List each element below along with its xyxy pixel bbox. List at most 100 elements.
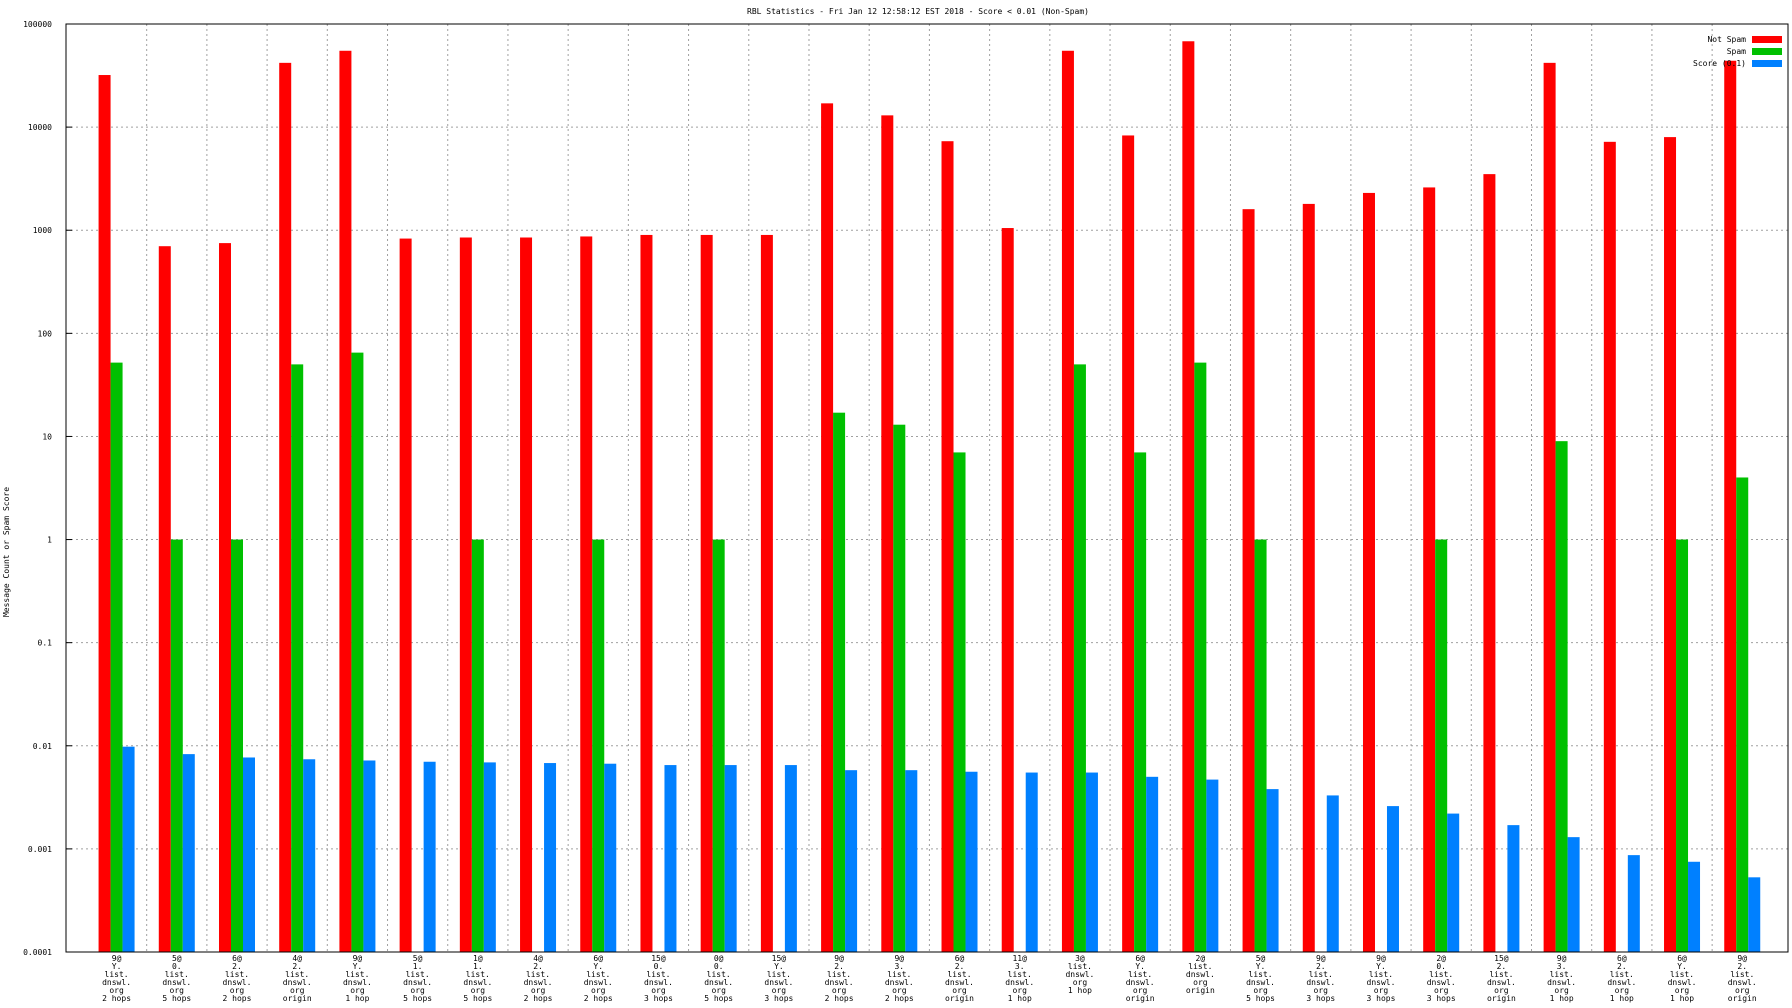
- x-tick-label: 5 hops: [403, 994, 432, 1003]
- x-tick-label: dnswl.: [945, 978, 974, 987]
- x-tick-label: dnswl.: [283, 978, 312, 987]
- x-tick-label: list.: [466, 970, 490, 979]
- x-tick-label: 6@: [1677, 954, 1687, 963]
- x-tick-label: dnswl.: [704, 978, 733, 987]
- bar-not-spam: [98, 75, 111, 952]
- x-tick-label: 2.: [1316, 962, 1326, 971]
- bar-score-0-1: [1627, 855, 1640, 952]
- plot-frame: [65, 23, 1789, 953]
- x-tick-label: org: [892, 986, 907, 995]
- x-tick-label: 4@: [292, 954, 302, 963]
- x-tick-label: list.: [1128, 970, 1152, 979]
- x-tick-label: dnswl.: [1367, 978, 1396, 987]
- y-tick-label: 0.001: [28, 845, 52, 854]
- bar-spam: [1073, 364, 1086, 952]
- legend-label: Spam: [1727, 47, 1746, 56]
- x-tick-label: 0@: [714, 954, 724, 963]
- bar-score-0-1: [965, 771, 978, 952]
- bar-not-spam: [1543, 62, 1556, 953]
- bar-spam: [1736, 477, 1749, 952]
- bar-spam: [471, 539, 484, 952]
- bar-score-0-1: [1326, 795, 1339, 952]
- x-tick-label: org: [1253, 986, 1268, 995]
- x-tick-label: Y.: [353, 962, 363, 971]
- x-tick-label: org: [1615, 986, 1630, 995]
- bar-not-spam: [1362, 192, 1375, 952]
- x-tick-label: list.: [827, 970, 851, 979]
- bar-not-spam: [1061, 50, 1074, 953]
- x-tick-label: dnswl.: [1246, 978, 1275, 987]
- x-tick-label: 5@: [172, 954, 182, 963]
- legend-label: Score (0.1): [1693, 59, 1746, 68]
- x-tick-label: 6@: [955, 954, 965, 963]
- chart-title: RBL Statistics - Fri Jan 12 12:58:12 EST…: [747, 7, 1089, 16]
- x-tick-label: dnswl.: [764, 978, 793, 987]
- bar-spam: [291, 364, 304, 952]
- x-tick-label: org: [1193, 978, 1208, 987]
- x-tick-label: dnswl.: [1728, 978, 1757, 987]
- bar-spam: [230, 539, 243, 952]
- x-tick-label: org: [1675, 986, 1690, 995]
- x-tick-label: dnswl.: [343, 978, 372, 987]
- bar-not-spam: [941, 141, 954, 952]
- bar-spam: [953, 452, 966, 952]
- x-tick-label: dnswl.: [1607, 978, 1636, 987]
- bar-score-0-1: [483, 762, 496, 952]
- x-tick-label: dnswl.: [162, 978, 191, 987]
- x-tick-label: dnswl.: [825, 978, 854, 987]
- x-tick-label: dnswl.: [102, 978, 131, 987]
- bar-score-0-1: [1748, 877, 1761, 952]
- y-axis-label: Message Count or Spam Score: [2, 487, 11, 617]
- legend-swatch: [1752, 48, 1782, 55]
- x-tick-label: list.: [285, 970, 309, 979]
- x-tick-label: list.: [1249, 970, 1273, 979]
- x-tick-label: 2.: [1617, 962, 1627, 971]
- legend: Not Spam Spam Score (0.1): [1693, 35, 1782, 68]
- x-tick-label: dnswl.: [1427, 978, 1456, 987]
- x-tick-label: org: [230, 986, 245, 995]
- x-tick-label: Y.: [774, 962, 784, 971]
- bar-not-spam: [158, 246, 171, 952]
- x-tick-label: 6@: [232, 954, 242, 963]
- x-tick-label: 1@: [473, 954, 483, 963]
- x-tick-label: org: [290, 986, 305, 995]
- bar-spam: [1435, 539, 1448, 952]
- x-tick-label: 6@: [593, 954, 603, 963]
- y-tick-label: 0.1: [38, 639, 53, 648]
- x-tick-label: 5 hops: [463, 994, 492, 1003]
- bar-score-0-1: [664, 765, 677, 952]
- bar-score-0-1: [182, 754, 195, 952]
- y-tick-label: 1: [47, 536, 52, 545]
- x-tick-label: 5 hops: [1246, 994, 1275, 1003]
- x-tick-label: 0.: [654, 962, 664, 971]
- x-tick-label: list.: [1309, 970, 1333, 979]
- x-tick-label: 1 hop: [1610, 994, 1634, 1003]
- bar-spam: [351, 352, 364, 953]
- x-tick-label: list.: [707, 970, 731, 979]
- bar-not-spam: [640, 234, 653, 953]
- bar-spam: [1194, 362, 1207, 952]
- x-tick-label: list.: [1429, 970, 1453, 979]
- bar-not-spam: [1423, 187, 1436, 953]
- x-tick-label: origin: [1186, 986, 1215, 995]
- bar-not-spam: [339, 50, 352, 953]
- x-tick-label: 3@: [1075, 954, 1085, 963]
- x-tick-label: Y.: [593, 962, 603, 971]
- x-tick-label: 2.: [834, 962, 844, 971]
- x-tick-label: org: [531, 986, 546, 995]
- x-tick-label: origin: [1126, 994, 1155, 1003]
- x-tick-label: 9@: [353, 954, 363, 963]
- x-tick-label: 2 hops: [524, 994, 553, 1003]
- x-tick-label: org: [170, 986, 185, 995]
- x-tick-label: dnswl.: [223, 978, 252, 987]
- bar-not-spam: [1724, 60, 1737, 953]
- x-tick-label: 2 hops: [885, 994, 914, 1003]
- bar-score-0-1: [1507, 825, 1520, 952]
- x-tick-label: 1 hop: [1550, 994, 1574, 1003]
- x-tick-label: org: [651, 986, 666, 995]
- bar-score-0-1: [905, 770, 918, 952]
- x-tick-label: org: [1735, 986, 1750, 995]
- x-tick-label: list.: [1369, 970, 1393, 979]
- x-tick-label: org: [1434, 986, 1449, 995]
- x-tick-label: 1.: [473, 962, 483, 971]
